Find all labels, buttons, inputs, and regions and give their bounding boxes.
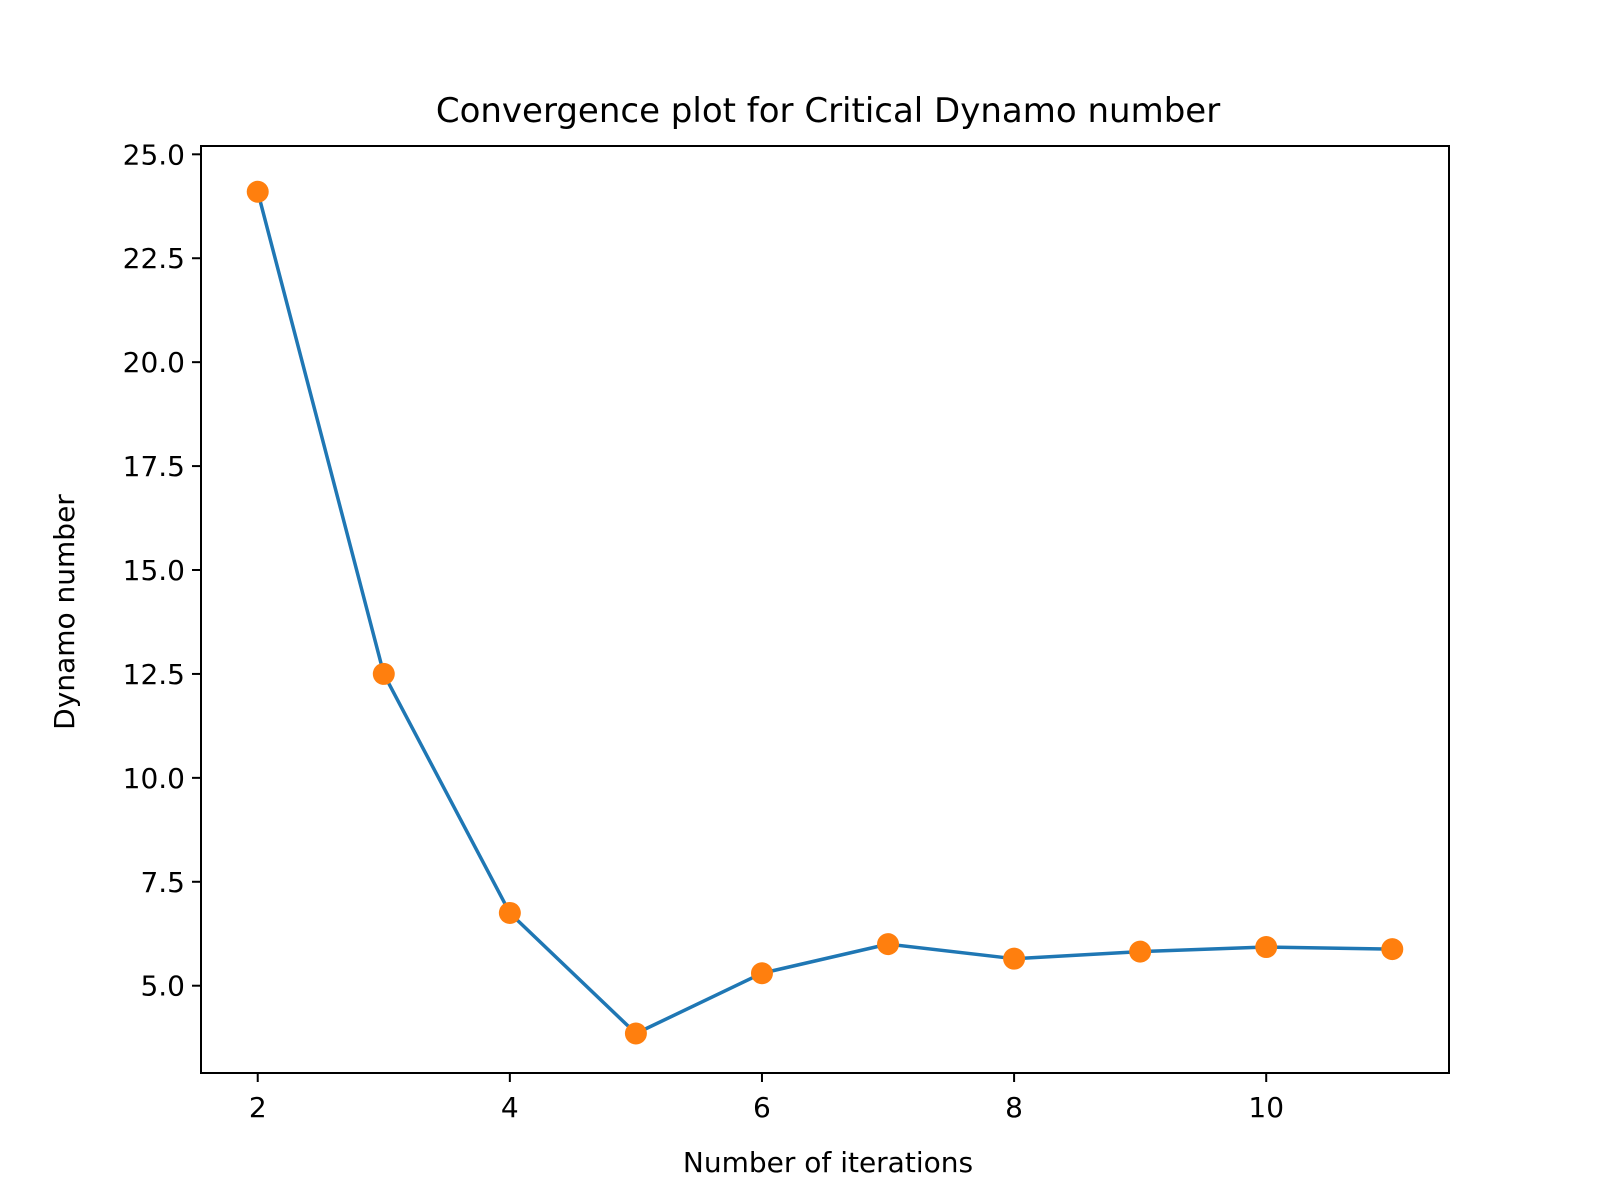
data-point — [1255, 936, 1278, 959]
data-point — [750, 962, 773, 985]
x-tick-label: 8 — [1005, 1091, 1023, 1124]
x-tick-label: 2 — [249, 1091, 267, 1124]
plot-frame — [200, 145, 1450, 1074]
y-tick-label: 7.5 — [140, 866, 185, 899]
y-tick-label: 25.0 — [123, 138, 185, 171]
y-tick-label: 17.5 — [123, 450, 185, 483]
y-axis: 5.0 7.5 10.0 12.5 15.0 17.5 20.0 22.5 25.0 — [123, 138, 201, 1003]
x-axis: 2 4 6 8 10 — [249, 1073, 1284, 1124]
data-point — [877, 933, 900, 956]
x-axis-label: Number of iterations — [683, 1146, 973, 1179]
y-tick-label: 20.0 — [123, 346, 185, 379]
data-point — [1129, 940, 1152, 963]
data-point — [246, 180, 269, 203]
x-tick-label: 4 — [501, 1091, 519, 1124]
x-tick-label: 6 — [753, 1091, 771, 1124]
series-layer — [246, 180, 1404, 1045]
plot-area — [200, 145, 1450, 1074]
y-tick-label: 12.5 — [123, 658, 185, 691]
data-point — [1381, 938, 1404, 961]
y-axis-label: Dynamo number — [48, 494, 81, 730]
series-line — [256, 191, 1393, 1036]
data-point — [498, 901, 521, 924]
chart-title: Convergence plot for Critical Dynamo num… — [436, 91, 1220, 131]
y-tick-label: 22.5 — [123, 242, 185, 275]
x-tick-label: 10 — [1248, 1091, 1284, 1124]
data-point — [624, 1022, 647, 1045]
y-tick-label: 15.0 — [123, 554, 185, 587]
data-point — [372, 662, 395, 685]
y-tick-label: 10.0 — [123, 762, 185, 795]
data-point — [1003, 947, 1026, 970]
y-tick-label: 5.0 — [140, 970, 185, 1003]
